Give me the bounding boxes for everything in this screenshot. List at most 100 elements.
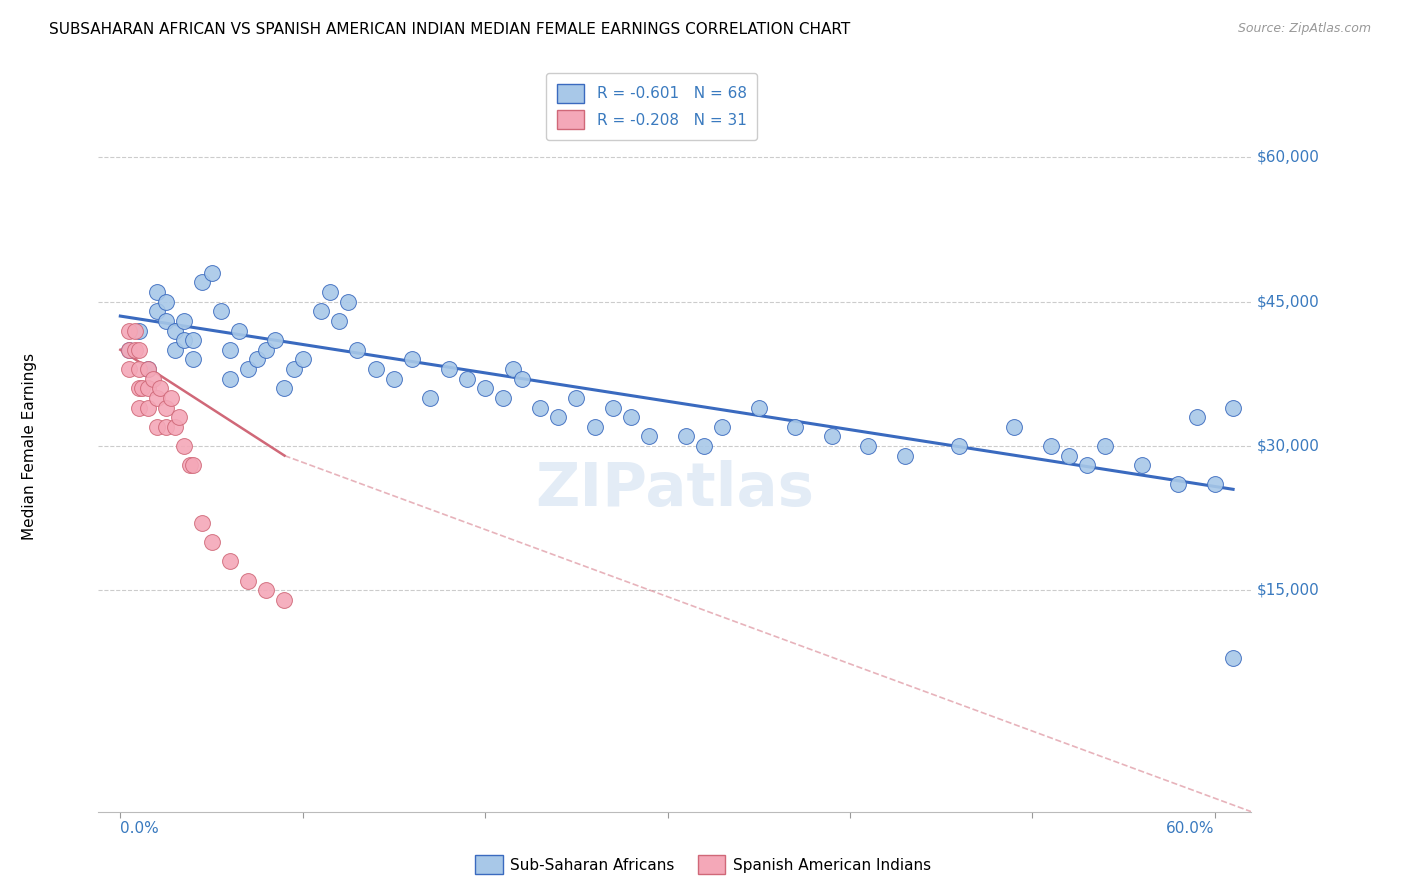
Point <box>785 419 807 434</box>
Point <box>218 371 240 385</box>
Point <box>191 516 214 530</box>
Point <box>118 343 141 357</box>
Point <box>228 324 250 338</box>
Point <box>146 391 169 405</box>
Point <box>173 314 195 328</box>
Point <box>1076 458 1098 473</box>
Point <box>155 419 177 434</box>
Point <box>456 371 478 385</box>
Point <box>858 439 880 453</box>
Point <box>118 362 141 376</box>
Point <box>124 324 146 338</box>
Point <box>209 304 232 318</box>
Point <box>748 401 770 415</box>
Point <box>948 439 970 453</box>
Point <box>675 429 697 443</box>
Point <box>200 266 222 280</box>
Point <box>246 352 269 367</box>
Point <box>128 362 150 376</box>
Point <box>437 362 460 376</box>
Point <box>620 410 643 425</box>
Point <box>128 381 150 395</box>
Point <box>136 362 159 376</box>
Point <box>254 583 277 598</box>
Point <box>502 362 524 376</box>
Point <box>273 381 295 395</box>
Point <box>136 381 159 395</box>
Point <box>337 294 360 309</box>
Text: 0.0%: 0.0% <box>121 822 159 837</box>
Point <box>218 554 240 568</box>
Point <box>602 401 624 415</box>
Point <box>155 314 177 328</box>
Point <box>1094 439 1116 453</box>
Point <box>492 391 515 405</box>
Point <box>1039 439 1062 453</box>
Point <box>364 362 387 376</box>
Point <box>565 391 588 405</box>
Point <box>173 439 195 453</box>
Point <box>821 429 844 443</box>
Point <box>254 343 277 357</box>
Point <box>328 314 350 328</box>
Text: $15,000: $15,000 <box>1257 582 1320 598</box>
Legend: R = -0.601   N = 68, R = -0.208   N = 31: R = -0.601 N = 68, R = -0.208 N = 31 <box>547 73 758 139</box>
Point <box>163 343 186 357</box>
Point <box>160 391 183 405</box>
Point <box>1167 477 1189 491</box>
Point <box>1185 410 1208 425</box>
Point <box>131 381 153 395</box>
Point <box>236 574 259 588</box>
Point <box>218 343 240 357</box>
Point <box>173 333 195 347</box>
Point <box>155 401 177 415</box>
Point <box>583 419 606 434</box>
Point <box>346 343 368 357</box>
Text: Median Female Earnings: Median Female Earnings <box>21 352 37 540</box>
Text: 60.0%: 60.0% <box>1167 822 1215 837</box>
Point <box>179 458 201 473</box>
Point <box>128 324 150 338</box>
Point <box>474 381 496 395</box>
Point <box>181 352 204 367</box>
Point <box>181 458 204 473</box>
Point <box>146 285 169 299</box>
Point <box>273 593 295 607</box>
Point <box>136 401 159 415</box>
Point <box>163 324 186 338</box>
Point <box>711 419 734 434</box>
Point <box>200 535 222 549</box>
Text: $45,000: $45,000 <box>1257 294 1320 310</box>
Point <box>1130 458 1153 473</box>
Point <box>136 362 159 376</box>
Point <box>146 419 169 434</box>
Point <box>128 401 150 415</box>
Point <box>1222 650 1244 665</box>
Point <box>191 276 214 290</box>
Point <box>118 324 141 338</box>
Point <box>142 371 165 385</box>
Point <box>167 410 190 425</box>
Point <box>529 401 551 415</box>
Legend: Sub-Saharan Africans, Spanish American Indians: Sub-Saharan Africans, Spanish American I… <box>470 849 936 880</box>
Text: $60,000: $60,000 <box>1257 150 1320 165</box>
Text: Source: ZipAtlas.com: Source: ZipAtlas.com <box>1237 22 1371 36</box>
Point <box>893 449 915 463</box>
Point <box>149 381 172 395</box>
Point <box>291 352 314 367</box>
Point <box>309 304 332 318</box>
Point <box>547 410 569 425</box>
Point <box>236 362 259 376</box>
Point <box>693 439 716 453</box>
Point <box>401 352 423 367</box>
Point <box>1204 477 1226 491</box>
Point <box>124 343 146 357</box>
Point <box>1222 401 1244 415</box>
Point <box>510 371 533 385</box>
Point <box>1057 449 1080 463</box>
Point <box>146 304 169 318</box>
Point <box>319 285 342 299</box>
Point <box>128 343 150 357</box>
Point <box>638 429 661 443</box>
Text: SUBSAHARAN AFRICAN VS SPANISH AMERICAN INDIAN MEDIAN FEMALE EARNINGS CORRELATION: SUBSAHARAN AFRICAN VS SPANISH AMERICAN I… <box>49 22 851 37</box>
